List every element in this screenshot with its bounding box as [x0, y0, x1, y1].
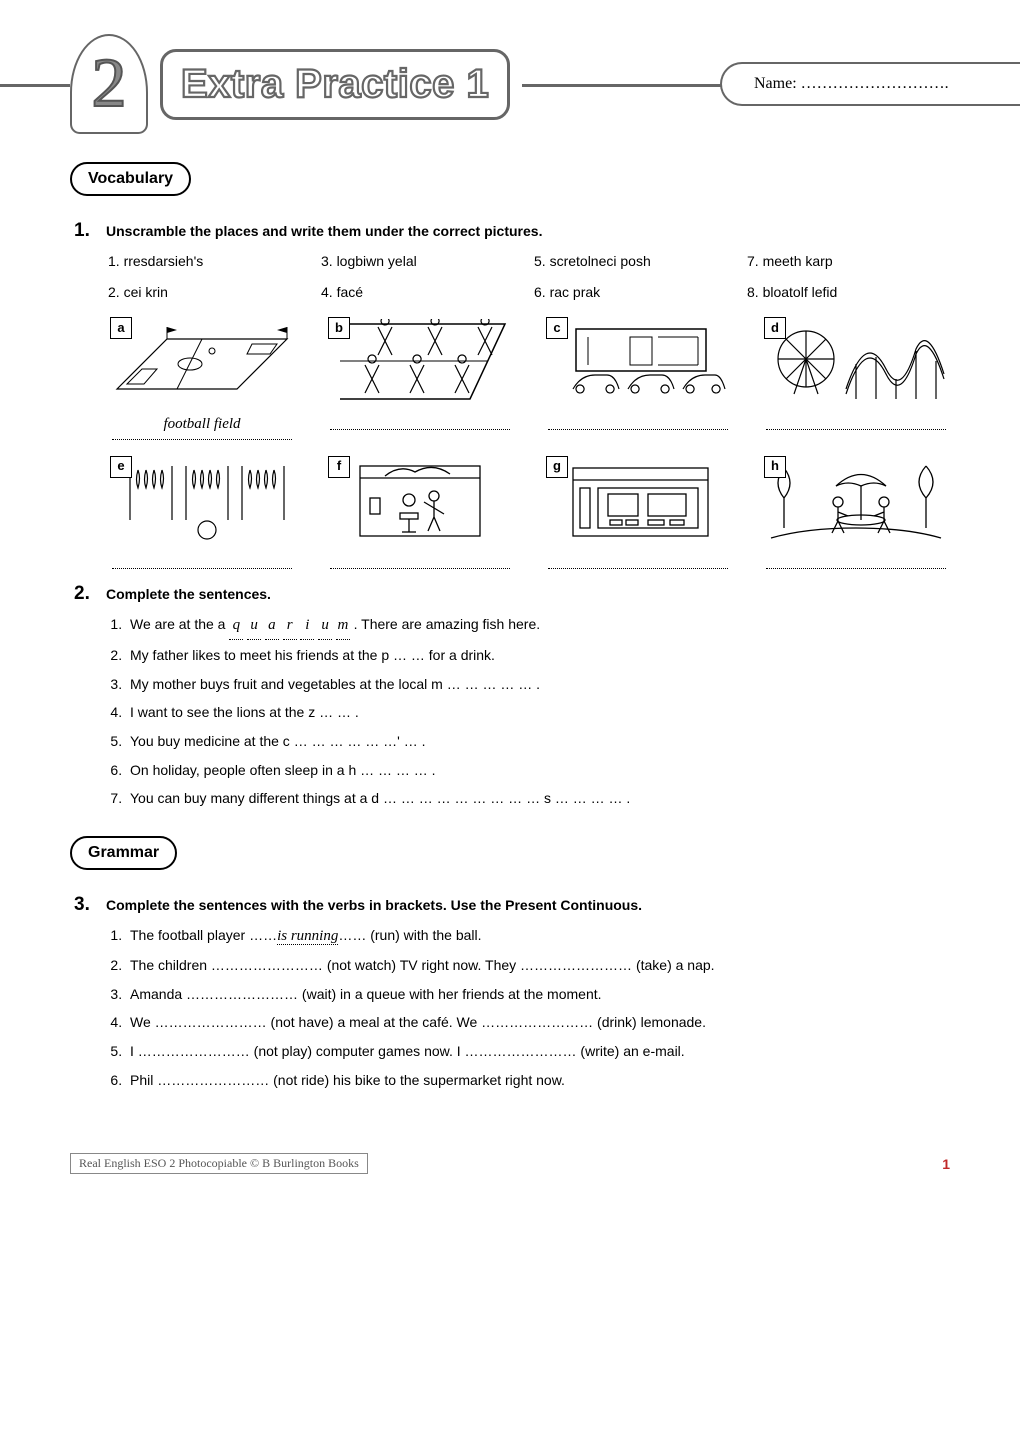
- page-footer: Real English ESO 2 Photocopiable © B Bur…: [70, 1153, 950, 1174]
- answer-line[interactable]: [330, 410, 510, 430]
- letter-blank[interactable]: u: [318, 611, 332, 641]
- ex1-item: 7. meeth karp: [747, 248, 950, 275]
- letter-blank[interactable]: q: [229, 611, 243, 641]
- exercise-3: 3. Complete the sentences with the verbs…: [74, 894, 950, 1093]
- ex3-item: Amanda …………………… (wait) in a queue with h…: [126, 981, 950, 1008]
- answer-line[interactable]: [766, 549, 946, 569]
- sentence-text: The football player ……: [130, 927, 277, 943]
- ex2-instructions: Complete the sentences.: [106, 586, 271, 602]
- name-field-box: Name: ……………………….: [720, 62, 1020, 106]
- name-dots: ……………………….: [801, 75, 949, 93]
- answer-line[interactable]: [548, 549, 728, 569]
- football-field-icon: [112, 319, 292, 404]
- ex3-item: The children …………………… (not watch) TV rig…: [126, 952, 950, 979]
- ex3-number: 3.: [74, 894, 96, 916]
- picture-cell: h: [762, 458, 950, 569]
- cafe-icon: [766, 458, 946, 543]
- ex1-item: 3. logbiwn yelal: [321, 248, 524, 275]
- ex3-item: Phil …………………… (not ride) his bike to the…: [126, 1067, 950, 1094]
- answer-line[interactable]: [766, 410, 946, 430]
- electronics-shop-icon: [548, 458, 728, 543]
- answer-text: football field: [163, 410, 240, 439]
- letter-blank[interactable]: i: [300, 611, 314, 641]
- picture-letter: h: [764, 456, 786, 478]
- ex2-item: You can buy many different things at a d…: [126, 785, 950, 812]
- ex3-item: The football player ……is running…… (run)…: [126, 922, 950, 951]
- picture-cell: a football field: [108, 319, 296, 440]
- ex1-item: 8. bloatolf lefid: [747, 279, 950, 306]
- letter-blank[interactable]: m: [336, 611, 350, 641]
- ex1-number: 1.: [74, 220, 96, 242]
- footer-copyright: Real English ESO 2 Photocopiable © B Bur…: [70, 1153, 368, 1174]
- picture-letter: a: [110, 317, 132, 339]
- picture-letter: b: [328, 317, 350, 339]
- answer-line[interactable]: football field: [112, 410, 292, 440]
- name-label: Name:: [754, 75, 797, 93]
- ex1-item: 4. facé: [321, 279, 524, 306]
- theme-park-icon: [766, 319, 946, 404]
- car-park-icon: [548, 319, 728, 404]
- section-grammar: Grammar: [70, 836, 177, 870]
- section-vocabulary: Vocabulary: [70, 162, 191, 196]
- worksheet-header: 2 Extra Practice 1 Name: ……………………….: [70, 24, 950, 144]
- ex2-list: We are at the a q u a r i u m . There ar…: [108, 611, 950, 812]
- bowling-alley-icon: [112, 458, 292, 543]
- ex2-item: On holiday, people often sleep in a h … …: [126, 757, 950, 784]
- footer-text: Real English ESO 2 Photocopiable © B Bur…: [79, 1156, 359, 1170]
- picture-letter: c: [546, 317, 568, 339]
- ex2-item: My father likes to meet his friends at t…: [126, 642, 950, 669]
- answer-line[interactable]: [330, 549, 510, 569]
- exercise-2: 2. Complete the sentences. We are at the…: [74, 583, 950, 812]
- ex3-list: The football player ……is running…… (run)…: [108, 922, 950, 1093]
- picture-letter: d: [764, 317, 786, 339]
- worksheet-title: Extra Practice 1: [181, 62, 489, 106]
- sentence-text: We are at the a: [130, 616, 229, 632]
- ex2-number: 2.: [74, 583, 96, 605]
- letter-blank[interactable]: u: [247, 611, 261, 641]
- ex1-instructions: Unscramble the places and write them und…: [106, 223, 542, 239]
- sentence-text: . There are amazing fish here.: [354, 616, 541, 632]
- ex1-picture-grid: a football field: [108, 319, 950, 569]
- picture-letter: g: [546, 456, 568, 478]
- picture-letter: e: [110, 456, 132, 478]
- ex1-word-list: 1. rresdarsieh's 3. logbiwn yelal 5. scr…: [108, 248, 950, 305]
- ex1-item: 2. cei krin: [108, 279, 311, 306]
- page-number: 1: [942, 1156, 950, 1172]
- ex1-item: 5. scretolneci posh: [534, 248, 737, 275]
- picture-cell: e: [108, 458, 296, 569]
- ice-rink-icon: [330, 319, 510, 404]
- exercise-1: 1. Unscramble the places and write them …: [74, 220, 950, 569]
- unit-number: 2: [92, 44, 127, 124]
- ex3-item: We …………………… (not have) a meal at the caf…: [126, 1009, 950, 1036]
- ex2-item: I want to see the lions at the z … … .: [126, 699, 950, 726]
- ex3-item: I …………………… (not play) computer games now…: [126, 1038, 950, 1065]
- unit-number-box: 2: [70, 34, 148, 134]
- answer-line[interactable]: [112, 549, 292, 569]
- ex1-item: 6. rac prak: [534, 279, 737, 306]
- picture-cell: b: [326, 319, 514, 440]
- ex3-instructions: Complete the sentences with the verbs in…: [106, 897, 642, 913]
- letter-blank[interactable]: r: [283, 611, 297, 641]
- ex1-item: 1. rresdarsieh's: [108, 248, 311, 275]
- ex2-item: My mother buys fruit and vegetables at t…: [126, 671, 950, 698]
- picture-cell: f: [326, 458, 514, 569]
- picture-cell: d: [762, 319, 950, 440]
- sentence-text: …… (run) with the ball.: [338, 927, 481, 943]
- ex2-item: You buy medicine at the c … … … … … …' ……: [126, 728, 950, 755]
- ex2-item: We are at the a q u a r i u m . There ar…: [126, 611, 950, 641]
- answer-text[interactable]: is running: [277, 928, 338, 945]
- answer-line[interactable]: [548, 410, 728, 430]
- unit-badge: 2 Extra Practice 1: [70, 34, 522, 134]
- title-box: Extra Practice 1: [160, 49, 510, 120]
- hairdressers-icon: [330, 458, 510, 543]
- picture-cell: c: [544, 319, 732, 440]
- picture-letter: f: [328, 456, 350, 478]
- letter-blank[interactable]: a: [265, 611, 279, 641]
- picture-cell: g: [544, 458, 732, 569]
